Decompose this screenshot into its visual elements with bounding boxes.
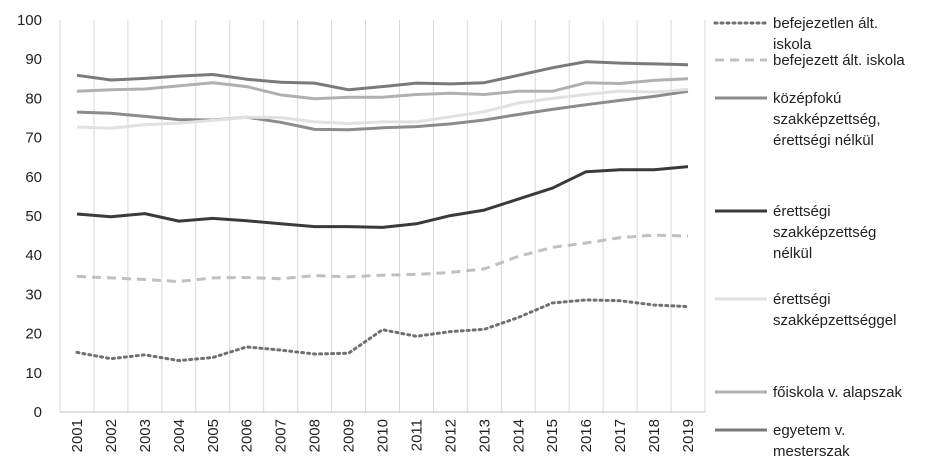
series-line-1 — [75, 298, 690, 363]
x-tick-label: 2006 — [239, 419, 256, 452]
legend-label-5: érettségi — [773, 291, 831, 308]
x-tick-label: 2001 — [69, 419, 86, 452]
x-tick-label: 2017 — [612, 419, 629, 452]
y-tick-label: 0 — [34, 404, 42, 421]
x-tick-label: 2012 — [442, 419, 459, 452]
legend-label-7: mesterszak — [773, 443, 850, 460]
y-tick-label: 70 — [25, 130, 42, 147]
y-tick-label: 100 — [17, 12, 42, 29]
x-tick-label: 2009 — [341, 419, 358, 452]
legend-label-3: érettségi nélkül — [773, 132, 874, 149]
legend-label-4: szakképzettség — [773, 224, 876, 241]
series-line-5 — [76, 87, 689, 130]
series-line-2 — [76, 233, 689, 283]
x-tick-label: 2002 — [103, 419, 120, 452]
legend-label-6: főiskola v. alapszak — [773, 384, 902, 401]
x-tick-label: 2008 — [307, 419, 324, 452]
x-tick-label: 2014 — [510, 419, 527, 452]
x-tick-label: 2015 — [544, 419, 561, 452]
x-tick-label: 2019 — [680, 419, 697, 452]
legend-label-3: középfokú — [773, 90, 841, 107]
y-tick-label: 50 — [25, 208, 42, 225]
y-tick-label: 30 — [25, 286, 42, 303]
series-line-7 — [76, 60, 689, 92]
legend-label-5: szakképzettséggel — [773, 312, 896, 329]
x-tick-label: 2007 — [273, 419, 290, 452]
y-axis: 0 10 20 30 40 50 60 70 80 90 100 — [17, 12, 42, 421]
legend-label-7: egyetem v. — [773, 422, 845, 439]
x-tick-label: 2016 — [578, 419, 595, 452]
x-axis: 2001 2002 2003 2004 2005 2006 2007 2008 2009 2010… — [69, 419, 697, 452]
y-tick-label: 10 — [25, 365, 42, 382]
y-tick-label: 20 — [25, 326, 42, 343]
series-line-4 — [76, 165, 689, 229]
series-line-6 — [76, 77, 689, 101]
y-tick-label: 90 — [25, 51, 42, 68]
x-tick-label: 2011 — [408, 419, 425, 451]
legend-label-2: befejezett ált. iskola — [773, 52, 905, 69]
x-tick-label: 2013 — [476, 419, 493, 452]
series-lines — [75, 60, 690, 363]
x-tick-label: 2018 — [646, 419, 663, 452]
y-tick-label: 60 — [25, 169, 42, 186]
legend-label-3: szakképzettség, — [773, 111, 881, 128]
legend-label-4: nélkül — [773, 245, 812, 262]
x-tick-label: 2004 — [171, 419, 188, 452]
y-tick-label: 40 — [25, 247, 42, 264]
x-tick-label: 2005 — [205, 419, 222, 452]
legend-label-1: befejezetlen ált. — [773, 15, 878, 32]
series-line-3 — [76, 89, 689, 132]
x-tick-label: 2003 — [137, 419, 154, 452]
x-tick-label: 2010 — [375, 419, 392, 452]
y-tick-label: 80 — [25, 90, 42, 107]
legend-label-4: érettségi — [773, 203, 831, 220]
legend-label-1: iskola — [773, 36, 812, 53]
